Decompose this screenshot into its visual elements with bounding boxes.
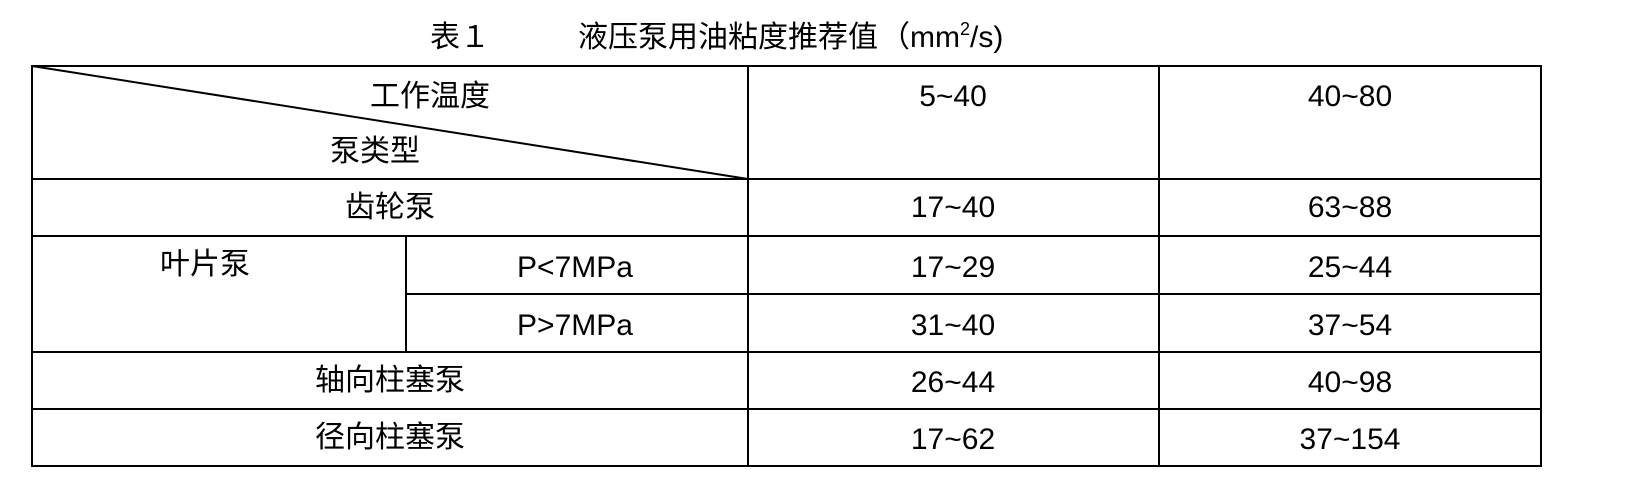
cell-value: 40~98 xyxy=(1307,366,1393,399)
column-header: 40~80 xyxy=(1307,80,1393,113)
cell-value: 17~29 xyxy=(910,251,996,284)
pump-type: 叶片泵 xyxy=(160,248,250,281)
cell-value: 26~44 xyxy=(910,366,996,399)
border xyxy=(1540,65,1542,467)
border xyxy=(32,235,1542,237)
cell-value: 37~154 xyxy=(1299,423,1401,456)
cell-value: 37~54 xyxy=(1307,309,1393,342)
border xyxy=(32,178,1542,180)
border xyxy=(32,65,1542,67)
border xyxy=(31,65,33,467)
unit-suffix: /s) xyxy=(970,21,1004,54)
border xyxy=(405,235,407,352)
cell-value: 63~88 xyxy=(1307,191,1393,224)
border xyxy=(32,465,1542,467)
caption-title: 液压泵用油粘度推荐值 xyxy=(578,21,878,54)
corner-header-bottom: 泵类型 xyxy=(330,135,420,168)
pressure-condition: P<7MPa xyxy=(517,251,633,284)
pressure-condition: P>7MPa xyxy=(517,309,633,342)
unit-prefix: （mm xyxy=(880,21,960,54)
border xyxy=(406,293,1542,295)
column-header: 5~40 xyxy=(919,80,987,113)
border xyxy=(32,351,1542,353)
unit-superscript: 2 xyxy=(959,19,970,39)
pump-type: 径向柱塞泵 xyxy=(315,421,465,454)
border xyxy=(1158,65,1160,467)
cell-value: 17~62 xyxy=(910,423,996,456)
pump-type: 轴向柱塞泵 xyxy=(315,364,465,397)
pump-type: 齿轮泵 xyxy=(345,191,435,224)
caption-unit: （mm2/s) xyxy=(880,20,1003,56)
cell-value: 17~40 xyxy=(910,191,996,224)
cell-value: 25~44 xyxy=(1307,251,1393,284)
corner-header-top: 工作温度 xyxy=(370,80,490,113)
cell-value: 31~40 xyxy=(910,309,996,342)
caption-label: 表１ xyxy=(430,21,490,54)
border xyxy=(747,65,749,467)
border xyxy=(32,408,1542,410)
